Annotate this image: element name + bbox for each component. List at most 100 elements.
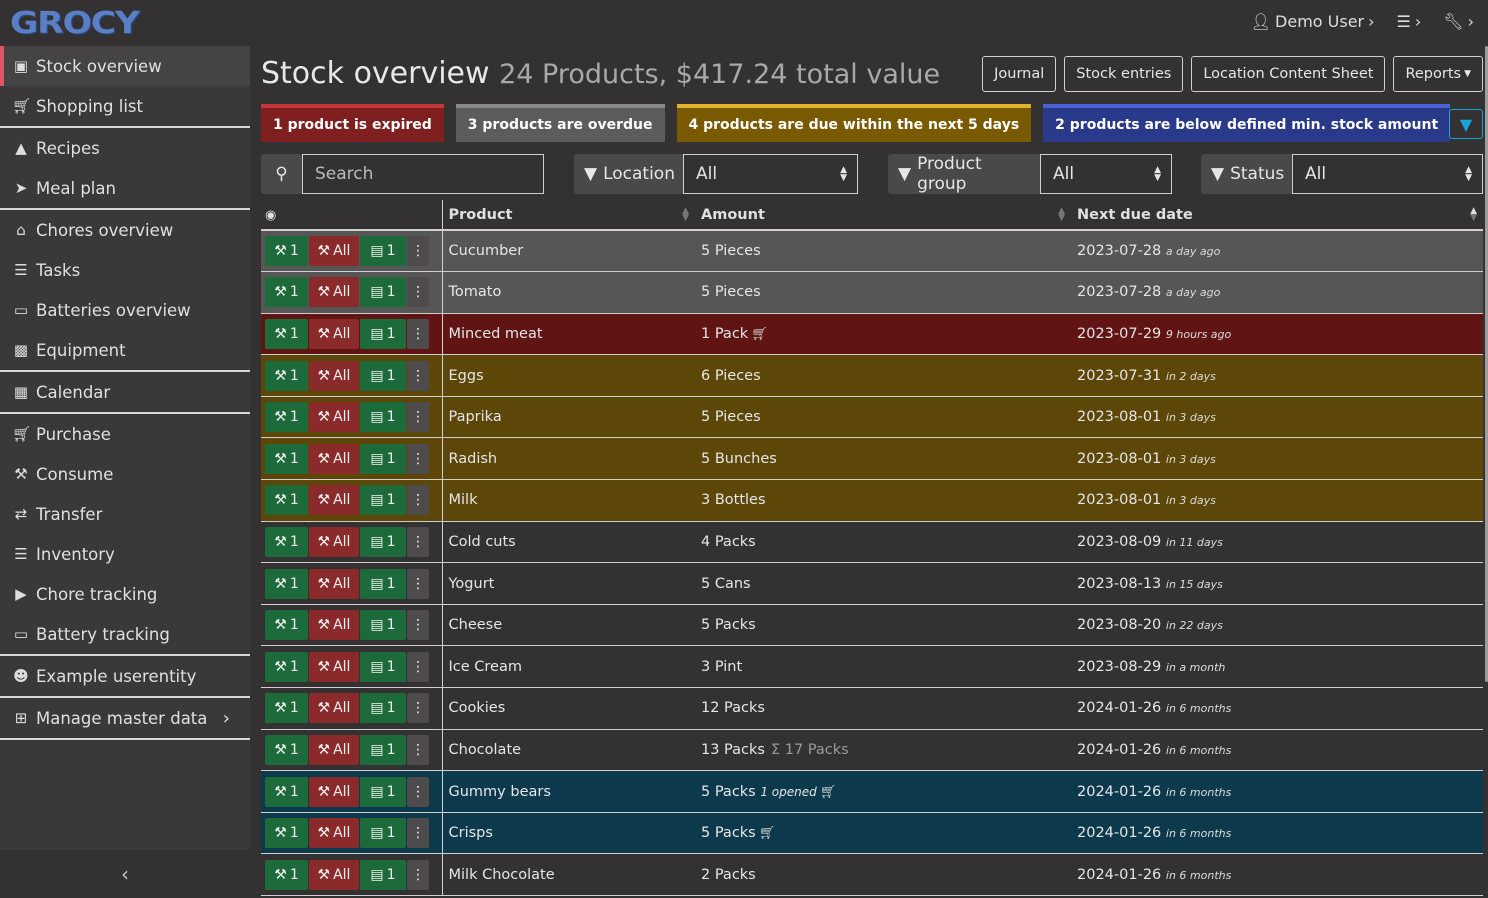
consume-all-button[interactable]: ⚒ All bbox=[309, 526, 359, 557]
column-header-product[interactable]: Product ▲ ▼ bbox=[442, 200, 695, 231]
user-menu[interactable]: 👤︎ Demo User › bbox=[1251, 12, 1375, 31]
product-name[interactable]: Paprika bbox=[448, 409, 502, 426]
location-select[interactable]: All ▲ ▼ bbox=[683, 154, 858, 194]
more-actions-button[interactable]: ⋮ bbox=[407, 568, 429, 599]
sidebar-item-recipes[interactable]: ▲ Recipes bbox=[0, 128, 250, 168]
sidebar-item-example-userentity[interactable]: ☻ Example userentity bbox=[0, 656, 250, 696]
sidebar-item-chore-tracking[interactable]: ▶ Chore tracking bbox=[0, 574, 250, 614]
product-name[interactable]: Cold cuts bbox=[448, 533, 516, 550]
reports-dropdown[interactable]: Reports ▼ bbox=[1393, 56, 1483, 92]
more-actions-button[interactable]: ⋮ bbox=[407, 402, 429, 433]
journal-button[interactable]: Journal bbox=[982, 56, 1057, 92]
stock-entries-button[interactable]: Stock entries bbox=[1064, 56, 1184, 92]
product-name[interactable]: Radish bbox=[448, 450, 498, 467]
sidebar-item-purchase[interactable]: 🛒︎ Purchase bbox=[0, 414, 250, 454]
consume-one-button[interactable]: ⚒ 1 bbox=[265, 236, 308, 267]
consume-one-button[interactable]: ⚒ 1 bbox=[265, 610, 308, 641]
consume-all-button[interactable]: ⚒ All bbox=[309, 693, 359, 724]
product-cell[interactable]: Yogurt bbox=[442, 562, 695, 605]
product-name[interactable]: Cookies bbox=[448, 700, 506, 717]
open-one-button[interactable]: ▤ 1 bbox=[360, 485, 406, 516]
column-header-next-due-date[interactable]: Next due date ▲ ▼ bbox=[1071, 200, 1483, 231]
grocy-logo[interactable]: GROCY bbox=[10, 6, 140, 41]
product-name[interactable]: Crisps bbox=[448, 825, 493, 842]
product-cell[interactable]: Cold cuts bbox=[442, 521, 695, 564]
more-actions-button[interactable]: ⋮ bbox=[407, 485, 429, 516]
consume-one-button[interactable]: ⚒ 1 bbox=[265, 734, 308, 765]
more-actions-button[interactable]: ⋮ bbox=[407, 651, 429, 682]
open-one-button[interactable]: ▤ 1 bbox=[360, 236, 406, 267]
product-cell[interactable]: Minced meat bbox=[442, 313, 695, 356]
product-cell[interactable]: Cookies bbox=[442, 687, 695, 730]
open-one-button[interactable]: ▤ 1 bbox=[360, 859, 406, 890]
sidebar-item-manage-master-data[interactable]: ⊞ Manage master data › bbox=[0, 698, 250, 738]
consume-all-button[interactable]: ⚒ All bbox=[309, 360, 359, 391]
product-name[interactable]: Cucumber bbox=[448, 243, 524, 260]
consume-one-button[interactable]: ⚒ 1 bbox=[265, 651, 308, 682]
more-actions-button[interactable]: ⋮ bbox=[407, 526, 429, 557]
more-actions-button[interactable]: ⋮ bbox=[407, 693, 429, 724]
open-one-button[interactable]: ▤ 1 bbox=[360, 693, 406, 724]
product-cell[interactable]: Cucumber bbox=[442, 230, 695, 273]
consume-one-button[interactable]: ⚒ 1 bbox=[265, 818, 308, 849]
consume-one-button[interactable]: ⚒ 1 bbox=[265, 443, 308, 474]
consume-all-button[interactable]: ⚒ All bbox=[309, 277, 359, 308]
product-cell[interactable]: Chocolate bbox=[442, 729, 695, 772]
open-one-button[interactable]: ▤ 1 bbox=[360, 526, 406, 557]
sidebar-item-batteries-overview[interactable]: ▭ Batteries overview bbox=[0, 290, 250, 330]
consume-one-button[interactable]: ⚒ 1 bbox=[265, 485, 308, 516]
consume-one-button[interactable]: ⚒ 1 bbox=[265, 526, 308, 557]
consume-one-button[interactable]: ⚒ 1 bbox=[265, 859, 308, 890]
consume-all-button[interactable]: ⚒ All bbox=[309, 318, 359, 349]
consume-one-button[interactable]: ⚒ 1 bbox=[265, 318, 308, 349]
due-soon-alert[interactable]: 4 products are due within the next 5 day… bbox=[676, 104, 1032, 142]
consume-all-button[interactable]: ⚒ All bbox=[309, 402, 359, 433]
open-one-button[interactable]: ▤ 1 bbox=[360, 776, 406, 807]
scrollbar[interactable] bbox=[1485, 46, 1488, 682]
more-actions-button[interactable]: ⋮ bbox=[407, 318, 429, 349]
sidebar-item-stock-overview[interactable]: ▣ Stock overview bbox=[0, 46, 250, 86]
location-content-sheet-button[interactable]: Location Content Sheet bbox=[1191, 56, 1386, 92]
open-one-button[interactable]: ▤ 1 bbox=[360, 443, 406, 474]
sidebar-item-tasks[interactable]: ☰ Tasks bbox=[0, 250, 250, 290]
filter-toggle-button[interactable]: ▼ bbox=[1449, 109, 1483, 139]
consume-all-button[interactable]: ⚒ All bbox=[309, 651, 359, 682]
product-name[interactable]: Cheese bbox=[448, 617, 503, 634]
sidebar-item-inventory[interactable]: ☰ Inventory bbox=[0, 534, 250, 574]
more-actions-button[interactable]: ⋮ bbox=[407, 734, 429, 765]
product-name[interactable]: Milk bbox=[448, 492, 478, 509]
sidebar-item-consume[interactable]: ⚒ Consume bbox=[0, 454, 250, 494]
column-header-amount[interactable]: Amount ▲ ▼ bbox=[695, 200, 1071, 231]
open-one-button[interactable]: ▤ 1 bbox=[360, 318, 406, 349]
status-select[interactable]: All ▲ ▼ bbox=[1292, 154, 1483, 194]
product-cell[interactable]: Radish bbox=[442, 437, 695, 481]
consume-all-button[interactable]: ⚒ All bbox=[309, 443, 359, 474]
open-one-button[interactable]: ▤ 1 bbox=[360, 610, 406, 641]
settings-menu[interactable]: ☰ › bbox=[1397, 12, 1422, 31]
sidebar-item-shopping-list[interactable]: 🛒︎ Shopping list bbox=[0, 86, 250, 126]
expired-alert[interactable]: 1 product is expired bbox=[261, 104, 444, 142]
more-actions-button[interactable]: ⋮ bbox=[407, 818, 429, 849]
open-one-button[interactable]: ▤ 1 bbox=[360, 734, 406, 765]
tools-menu[interactable]: 🔧︎ › bbox=[1443, 12, 1474, 31]
product-name[interactable]: Chocolate bbox=[448, 741, 522, 758]
more-actions-button[interactable]: ⋮ bbox=[407, 610, 429, 641]
product-cell[interactable]: Tomato bbox=[442, 271, 695, 314]
product-name[interactable]: Ice Cream bbox=[448, 658, 522, 675]
open-one-button[interactable]: ▤ 1 bbox=[360, 818, 406, 849]
product-cell[interactable]: Gummy bears bbox=[442, 770, 695, 813]
product-cell[interactable]: Ice Cream bbox=[442, 645, 695, 689]
consume-all-button[interactable]: ⚒ All bbox=[309, 734, 359, 765]
product-group-select[interactable]: All ▲ ▼ bbox=[1040, 154, 1172, 194]
more-actions-button[interactable]: ⋮ bbox=[407, 859, 429, 890]
product-name[interactable]: Eggs bbox=[448, 367, 484, 384]
sidebar-item-transfer[interactable]: ⇄ Transfer bbox=[0, 494, 250, 534]
product-cell[interactable]: Crisps bbox=[442, 812, 695, 855]
sidebar-item-meal-plan[interactable]: ➤ Meal plan bbox=[0, 168, 250, 208]
consume-all-button[interactable]: ⚒ All bbox=[309, 776, 359, 807]
more-actions-button[interactable]: ⋮ bbox=[407, 776, 429, 807]
below-min-stock-alert[interactable]: 2 products are below defined min. stock … bbox=[1043, 104, 1451, 142]
consume-one-button[interactable]: ⚒ 1 bbox=[265, 402, 308, 433]
column-visibility-toggle[interactable]: ◉ bbox=[261, 200, 443, 231]
product-name[interactable]: Gummy bears bbox=[448, 783, 551, 800]
